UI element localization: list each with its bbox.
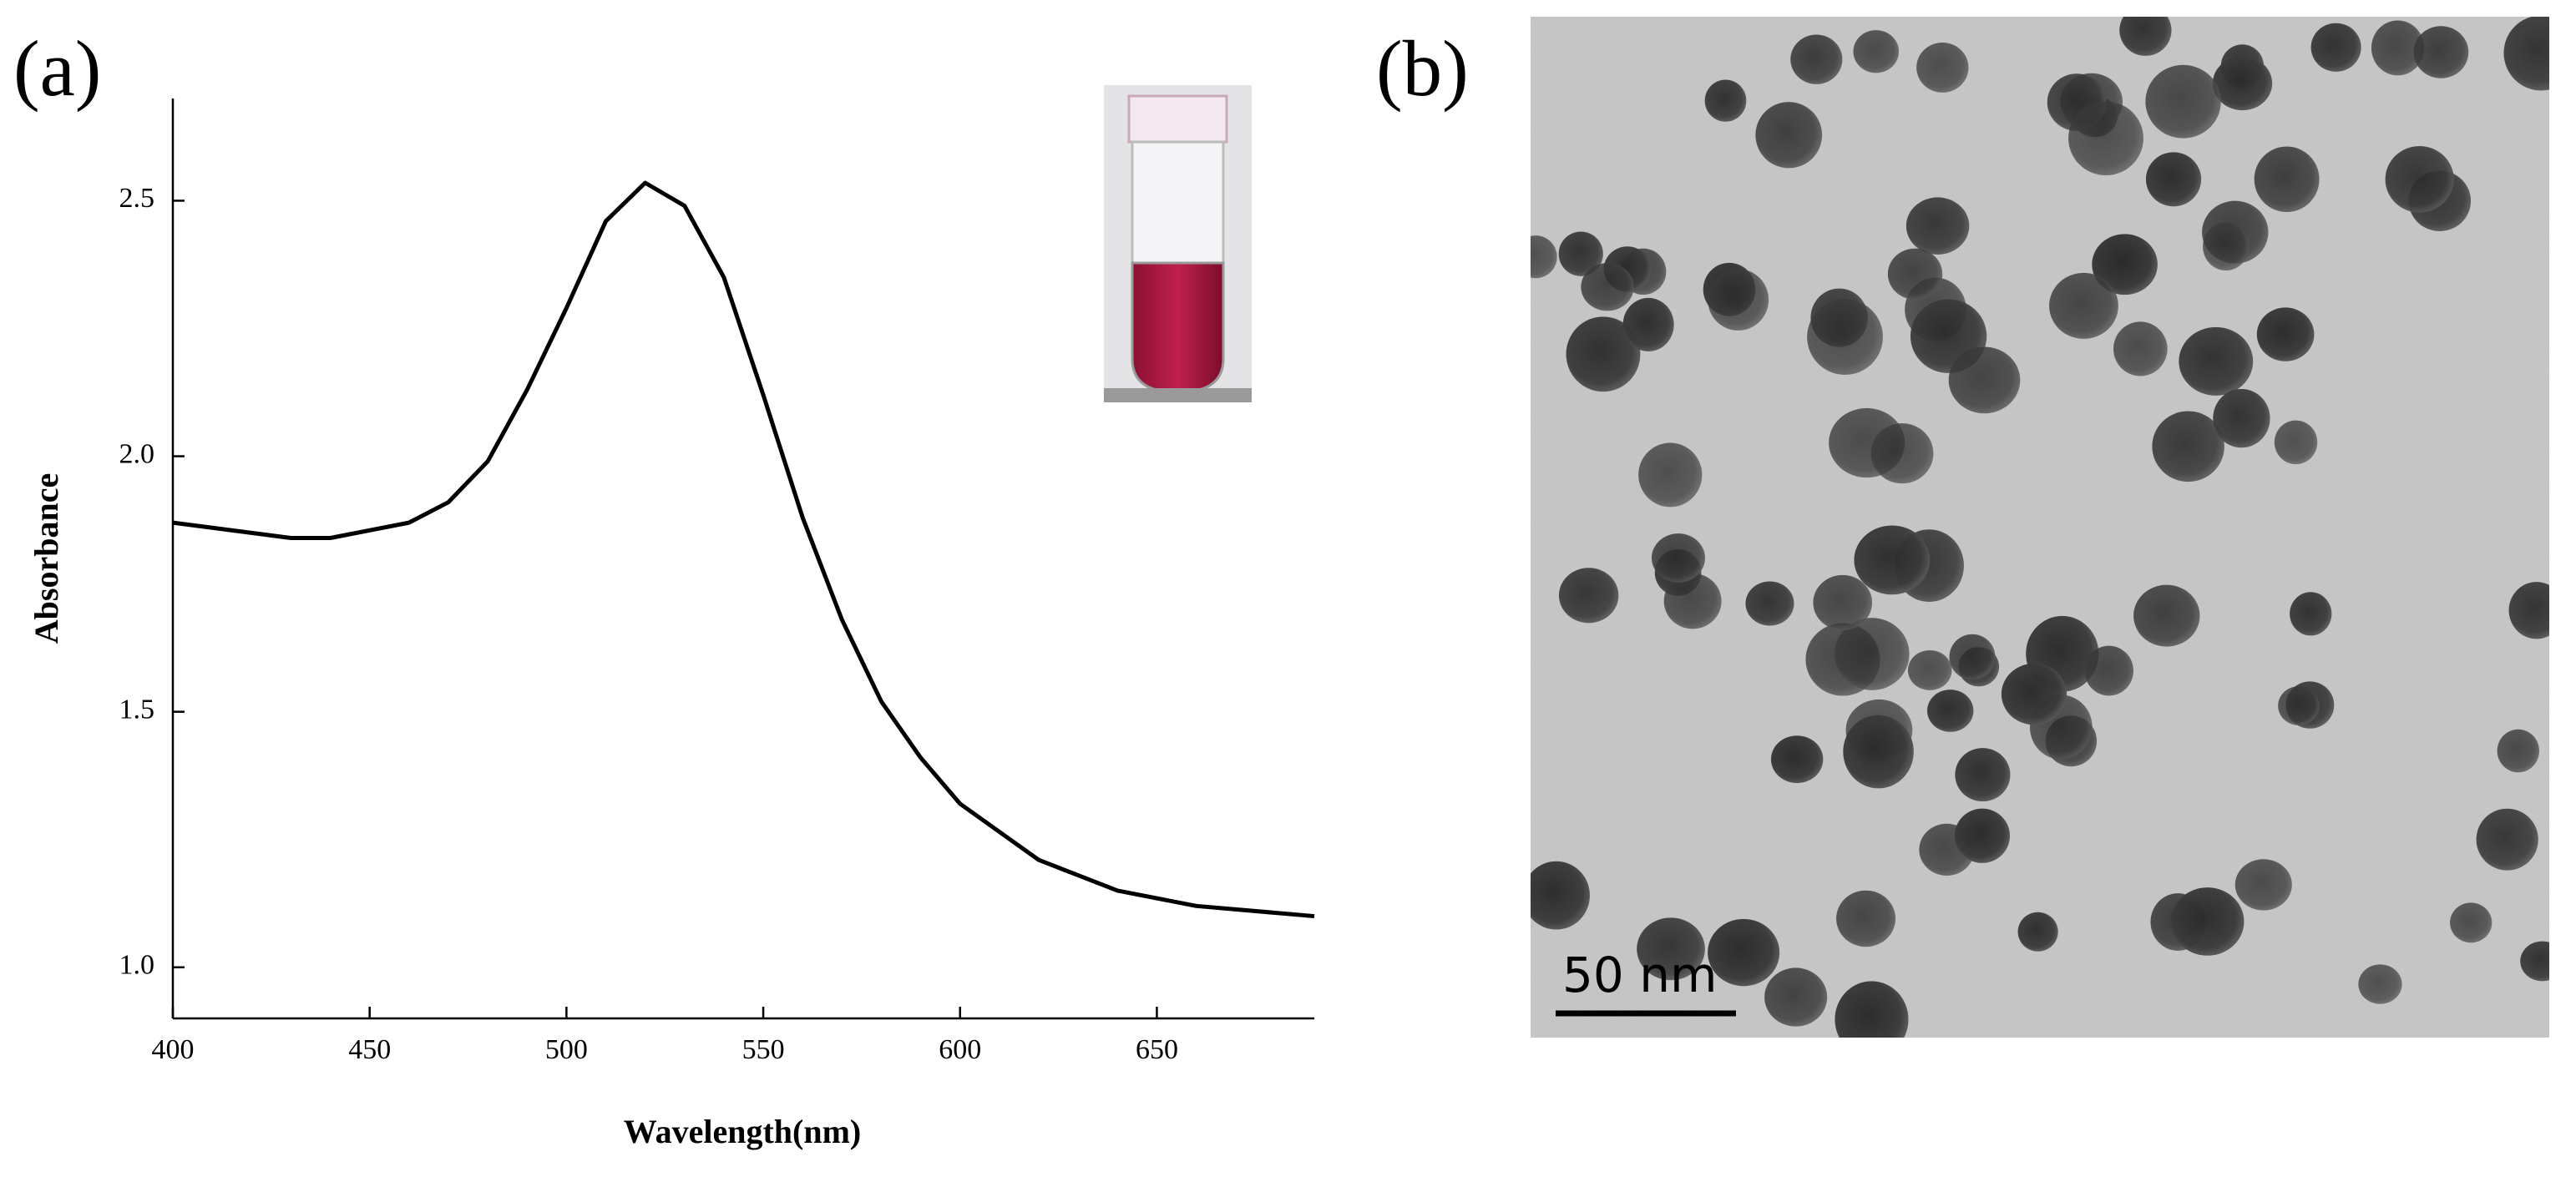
nanoparticle (2203, 222, 2250, 271)
nanoparticle (1531, 861, 1590, 930)
nanoparticle (1566, 316, 1641, 392)
nanoparticle (1531, 235, 1557, 279)
nanoparticle (1807, 299, 1883, 376)
scale-bar-label: 50 nm (1562, 947, 1718, 1003)
nanoparticle (2145, 152, 2202, 207)
chart: 1.0 1.5 2.0 2.5 400 450 500 550 600 650 Wavelength… (28, 99, 1315, 1150)
x-tick-label: 500 (545, 1034, 588, 1065)
nanoparticle (1813, 574, 1873, 630)
nanoparticle (2133, 584, 2200, 647)
x-tick-label: 650 (1136, 1034, 1178, 1065)
x-tick-label: 400 (152, 1034, 195, 1065)
nanoparticle (1853, 30, 1900, 73)
nanoparticle (2497, 729, 2540, 773)
nanoparticle (1651, 533, 1706, 583)
nanoparticle (2278, 686, 2320, 725)
nanoparticle (2503, 17, 2549, 91)
nanoparticle (2152, 411, 2224, 482)
y-tick-label: 1.0 (119, 950, 155, 981)
nanoparticle (1835, 618, 1910, 690)
nanoparticle (1708, 918, 1780, 987)
nanoparticle (1755, 102, 1823, 169)
nanoparticle (1708, 269, 1769, 331)
nanoparticle (1704, 79, 1747, 122)
y-axis-title: Absorbance (28, 473, 65, 644)
nanoparticle (2084, 645, 2133, 696)
nanoparticle (2413, 26, 2469, 78)
nanoparticle (2017, 912, 2058, 952)
nanoparticle (2256, 307, 2315, 361)
nanoparticle (1558, 568, 1619, 624)
nanoparticle (2385, 145, 2454, 213)
nanoparticle (1948, 346, 2021, 414)
nanoparticle (1870, 423, 1934, 484)
spectrum-line (172, 180, 1315, 919)
nanoparticle (1907, 649, 1952, 690)
nanoparticle (1843, 715, 1914, 789)
nanoparticle (1638, 442, 1703, 508)
y-tick-label: 1.5 (119, 694, 155, 725)
nanoparticle (2068, 101, 2143, 176)
nanoparticle (1836, 890, 1896, 947)
nanoparticle (2274, 420, 2318, 465)
y-tick-label: 2.5 (119, 183, 155, 214)
panel-label: (b) (1376, 24, 1469, 113)
nanoparticle (1916, 42, 1969, 93)
nanoparticle (1622, 297, 1674, 351)
nanoparticle (1905, 197, 1970, 255)
x-tick-label: 600 (939, 1034, 981, 1065)
nanoparticle (2520, 941, 2549, 982)
x-tick-label: 450 (348, 1034, 391, 1065)
nanoparticle (1854, 525, 1931, 595)
nanoparticle (1887, 248, 1943, 300)
nanoparticle (2213, 389, 2270, 448)
nanoparticle (2001, 663, 2067, 725)
panel-label: (a) (13, 24, 101, 113)
nanoparticle (1770, 735, 1824, 784)
nanoparticle (1764, 967, 1828, 1027)
nanoparticle (2310, 23, 2361, 72)
nanoparticle (1745, 581, 1794, 626)
x-axis-title: Wavelength(nm) (624, 1113, 861, 1150)
nanoparticle (1835, 981, 1909, 1038)
nanoparticle (2113, 321, 2168, 376)
nanoparticle (1954, 808, 2011, 863)
nanoparticle (1955, 748, 2011, 802)
nanoparticle (1637, 917, 1705, 981)
nanoparticle (1558, 231, 1603, 276)
nanoparticle (2092, 234, 2158, 296)
nanoparticle (2212, 56, 2273, 111)
nanoparticle (2179, 326, 2254, 396)
nanoparticle (1581, 263, 1634, 311)
nanoparticle (1790, 34, 1843, 84)
nanoparticle (2508, 582, 2549, 639)
nanoparticle (1927, 690, 1974, 732)
nanoparticle (2371, 20, 2425, 76)
nanoparticle (2450, 902, 2492, 943)
tem-image: 50 nm (1531, 17, 2549, 1038)
nanoparticle (2049, 272, 2118, 339)
nanoparticle (1949, 634, 1996, 680)
nanoparticle (2119, 17, 2172, 56)
nanoparticle (2234, 859, 2292, 911)
nanoparticle (2358, 964, 2402, 1004)
nanoparticle (2290, 592, 2332, 636)
nanoparticle (2254, 146, 2320, 212)
inset-photo (1104, 85, 1252, 402)
nanoparticle (2145, 64, 2221, 139)
nanoparticle (2170, 887, 2245, 956)
y-tick-label: 2.0 (119, 438, 155, 469)
nanoparticle (1663, 573, 1722, 629)
nanoparticle (2476, 808, 2538, 871)
x-tick-label: 550 (742, 1034, 785, 1065)
